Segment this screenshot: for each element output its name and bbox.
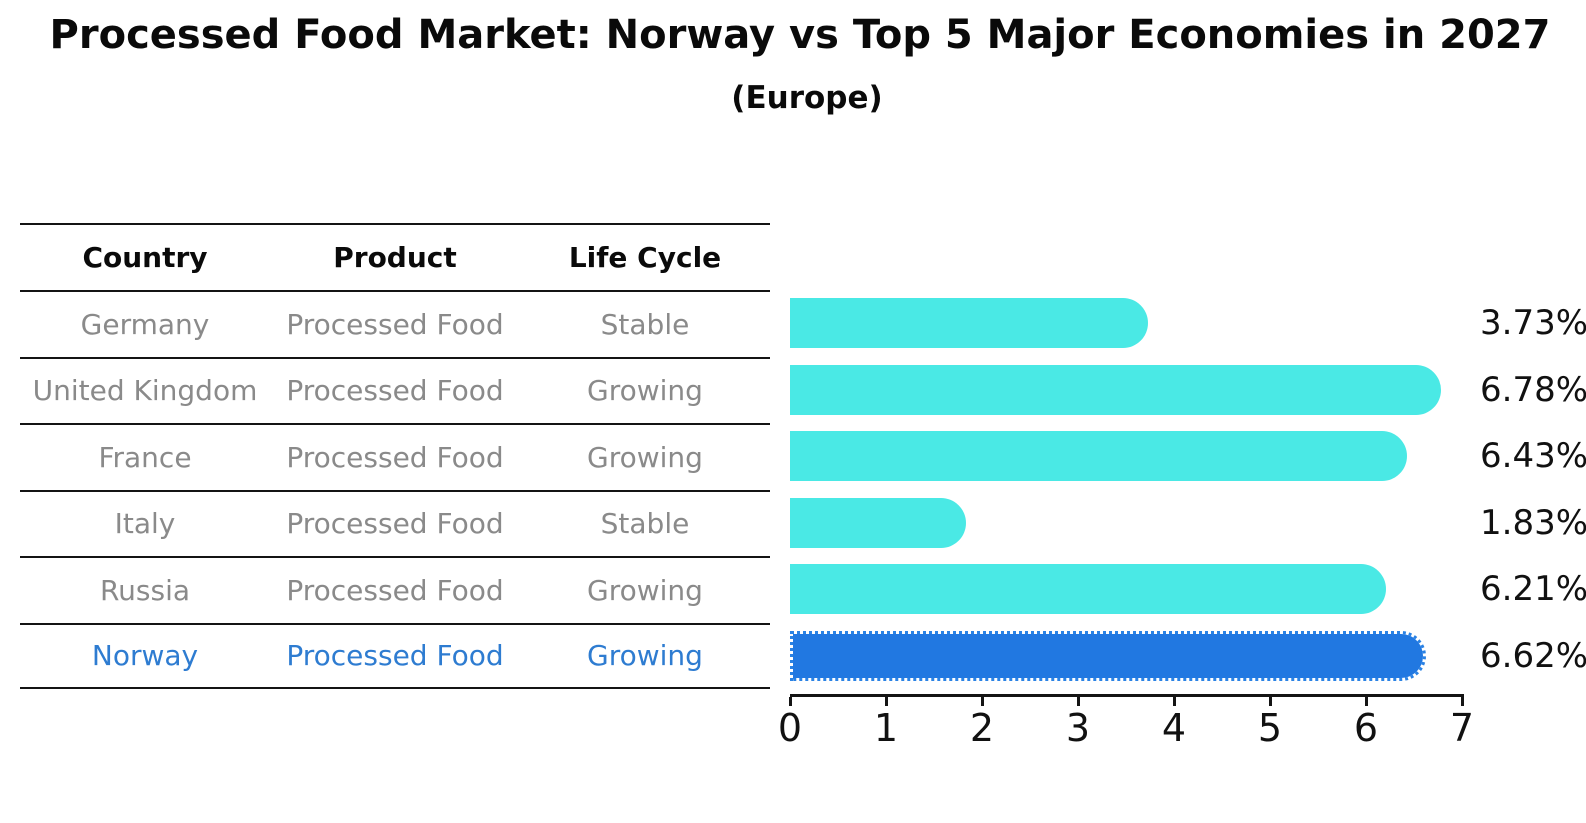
table-header-row: Country Product Life Cycle [20, 223, 770, 290]
table-cell-product: Processed Food [286, 639, 504, 673]
table-row-norway: Norway Processed Food Growing [20, 622, 770, 689]
column-header-country: Country [82, 241, 208, 274]
value-label-italy: 1.83% [1480, 502, 1586, 543]
table-cell-life-cycle: Growing [587, 440, 703, 474]
axis-tick-5 [1268, 697, 1272, 706]
page-subtitle: (Europe) [731, 80, 883, 116]
axis-tick-label-5: 5 [1257, 706, 1283, 750]
value-label-norway: 6.62% [1480, 635, 1586, 676]
bar-france [790, 431, 1407, 482]
axis-tick-7 [1460, 697, 1464, 706]
column-header-product: Product [333, 241, 457, 274]
column-header-life-cycle: Life Cycle [568, 241, 722, 274]
table-cell-country: France [98, 440, 192, 474]
table-row-france: France Processed Food Growing [20, 423, 770, 490]
bar-italy [790, 497, 966, 548]
table-cell-product: Processed Food [286, 307, 504, 341]
table-cell-country: Germany [80, 307, 210, 341]
bar-russia [790, 564, 1386, 615]
data-table: Country Product Life Cycle Germany Proces… [20, 223, 770, 689]
bar-germany [790, 298, 1148, 349]
axis-tick-1 [884, 697, 888, 706]
table-cell-product: Processed Food [286, 507, 504, 541]
table-cell-life-cycle: Stable [600, 507, 690, 541]
table-row-germany: Germany Processed Food Stable [20, 290, 770, 357]
table-cell-country: United Kingdom [32, 374, 258, 408]
axis-tick-0 [788, 697, 792, 706]
x-axis [790, 694, 1464, 697]
bar-norway [790, 630, 1426, 681]
table-cell-life-cycle: Growing [587, 374, 703, 408]
table-cell-product: Processed Food [286, 440, 504, 474]
table-body: Germany Processed Food Stable United Kingdo… [20, 290, 770, 689]
table-cell-life-cycle: Growing [587, 573, 703, 607]
axis-tick-6 [1364, 697, 1368, 706]
axis-tick-2 [980, 697, 984, 706]
axis-tick-label-7: 7 [1449, 706, 1475, 750]
axis-tick-label-2: 2 [969, 706, 995, 750]
table-cell-life-cycle: Growing [587, 639, 703, 673]
table-cell-country: Russia [99, 573, 191, 607]
bar-united-kingdom [790, 364, 1441, 415]
table-cell-product: Processed Food [286, 374, 504, 408]
value-label-france: 6.43% [1480, 436, 1586, 477]
value-label-russia: 6.21% [1480, 569, 1586, 610]
table-row-italy: Italy Processed Food Stable [20, 489, 770, 557]
table-cell-country: Italy [114, 507, 176, 541]
axis-tick-label-1: 1 [873, 706, 899, 750]
value-label-germany: 3.73% [1480, 303, 1586, 344]
axis-tick-3 [1076, 697, 1080, 706]
axis-tick-label-4: 4 [1161, 706, 1187, 750]
value-label-united-kingdom: 6.78% [1480, 369, 1586, 410]
table-row-russia: Russia Processed Food Growing [20, 556, 770, 623]
table-row-united-kingdom: United Kingdom Processed Food Growing [20, 356, 770, 424]
page-title: Processed Food Market: Norway vs Top 5 M… [49, 12, 1551, 58]
axis-tick-label-6: 6 [1353, 706, 1379, 750]
table-cell-life-cycle: Stable [600, 307, 690, 341]
axis-tick-label-0: 0 [777, 706, 803, 750]
table-cell-country: Norway [91, 639, 199, 673]
table-cell-product: Processed Food [286, 573, 504, 607]
axis-tick-4 [1172, 697, 1176, 706]
axis-tick-label-3: 3 [1065, 706, 1091, 750]
